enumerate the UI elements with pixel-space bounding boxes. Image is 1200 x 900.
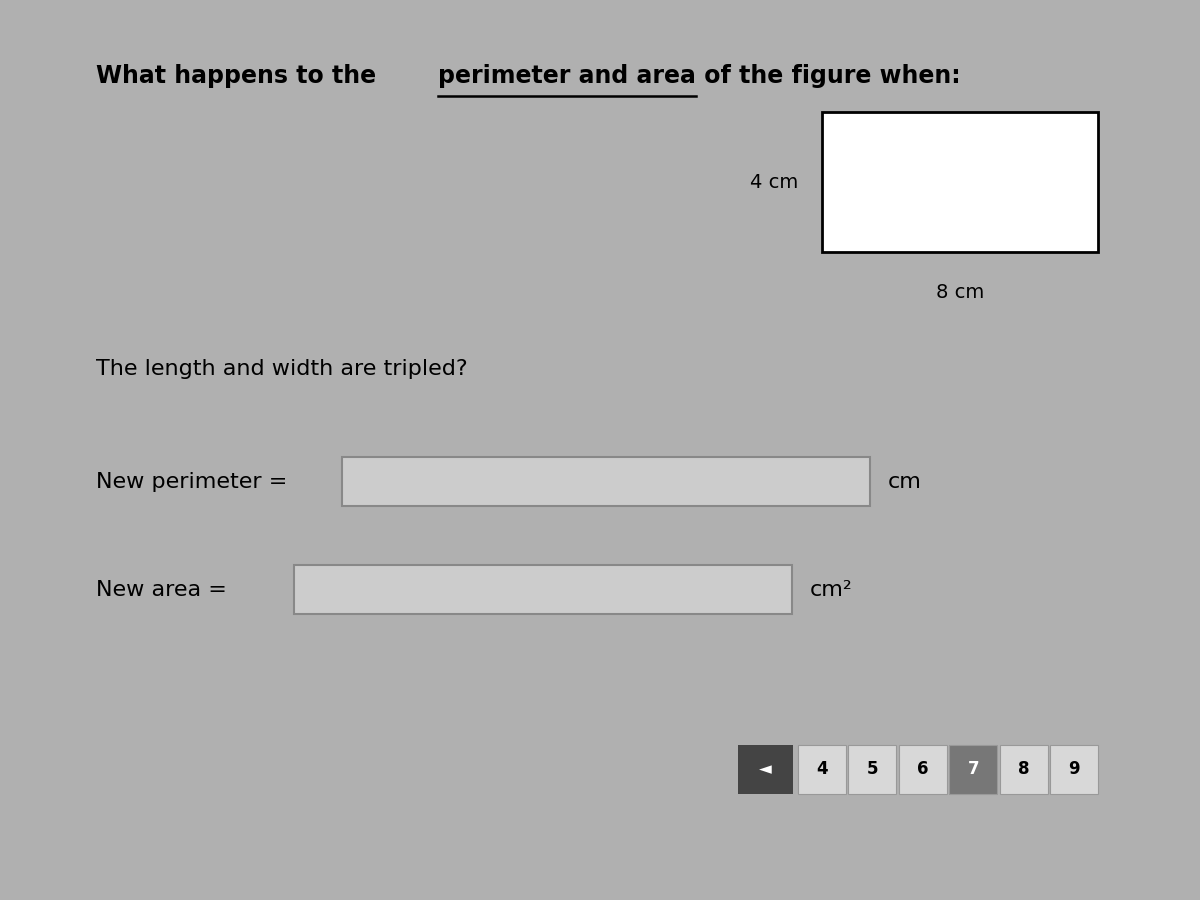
FancyBboxPatch shape xyxy=(899,745,947,794)
Text: perimeter and area: perimeter and area xyxy=(438,65,696,88)
Text: What happens to the: What happens to the xyxy=(96,65,384,88)
Text: of the figure when:: of the figure when: xyxy=(696,65,961,88)
Bar xyxy=(822,112,1098,252)
FancyBboxPatch shape xyxy=(848,745,896,794)
Text: 6: 6 xyxy=(917,760,929,778)
FancyBboxPatch shape xyxy=(949,745,997,794)
Text: 4 cm: 4 cm xyxy=(750,173,798,192)
Text: New perimeter =: New perimeter = xyxy=(96,472,287,491)
Text: 9: 9 xyxy=(1068,760,1080,778)
Text: cm²: cm² xyxy=(810,580,853,599)
Text: 5: 5 xyxy=(866,760,878,778)
FancyBboxPatch shape xyxy=(798,745,846,794)
FancyBboxPatch shape xyxy=(1000,745,1048,794)
Text: 8 cm: 8 cm xyxy=(936,283,984,302)
Text: 4: 4 xyxy=(816,760,828,778)
Text: The length and width are tripled?: The length and width are tripled? xyxy=(96,359,468,379)
Text: New area =: New area = xyxy=(96,580,227,599)
FancyBboxPatch shape xyxy=(294,565,792,615)
FancyBboxPatch shape xyxy=(738,745,793,794)
Text: cm: cm xyxy=(888,472,922,491)
FancyBboxPatch shape xyxy=(342,457,870,506)
Text: 7: 7 xyxy=(967,760,979,778)
Text: 8: 8 xyxy=(1018,760,1030,778)
FancyBboxPatch shape xyxy=(1050,745,1098,794)
Text: ◄: ◄ xyxy=(760,760,772,778)
